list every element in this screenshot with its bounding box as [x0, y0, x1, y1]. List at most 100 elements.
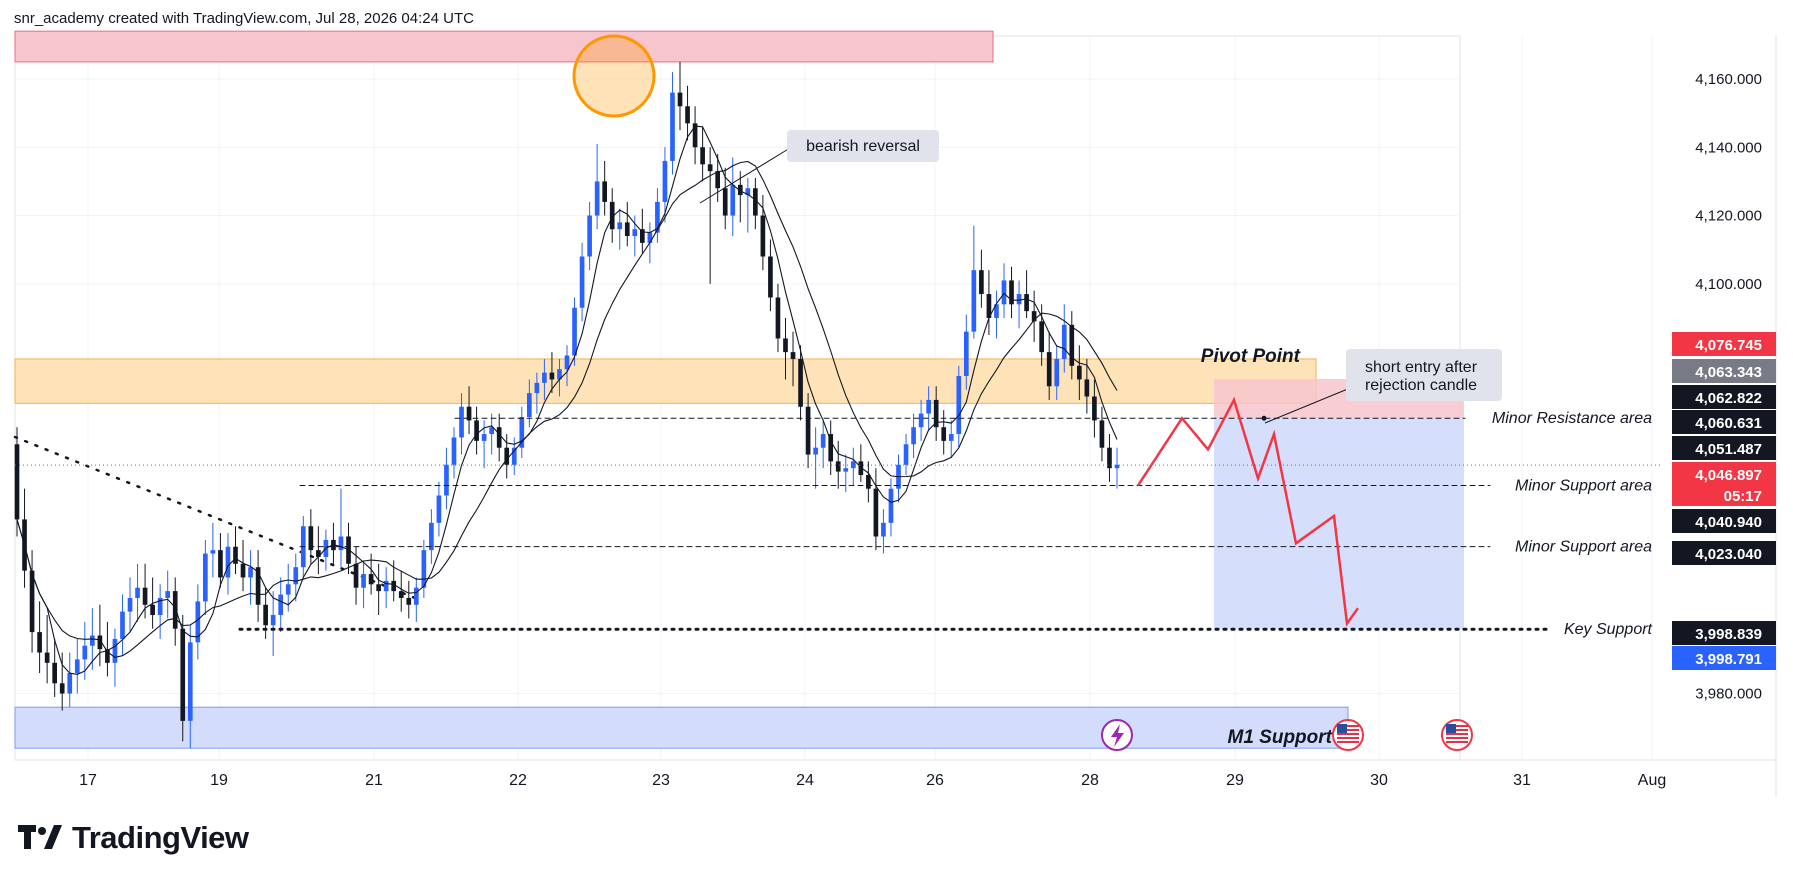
candle-body: [74, 659, 80, 674]
time-tick-label: 22: [509, 772, 527, 789]
candle-body: [820, 434, 826, 448]
candle-body: [941, 427, 947, 441]
short-entry-connector: [1264, 385, 1356, 424]
price-label-box: [1672, 436, 1776, 460]
candle-body: [926, 399, 931, 414]
time-tick-label: 17: [79, 772, 97, 789]
candle-body: [835, 461, 841, 472]
candle-body: [1099, 420, 1105, 448]
candle-body: [255, 567, 261, 605]
price-label: 4,063.343: [1695, 364, 1762, 381]
candle-body: [783, 338, 788, 353]
candle-body: [602, 181, 608, 202]
candle-body: [285, 584, 291, 595]
candle-body: [496, 427, 502, 448]
candle-body: [753, 188, 758, 216]
time-tick-label: 23: [652, 772, 670, 789]
us-flag-stripe: [1446, 737, 1468, 739]
candle-body: [248, 567, 253, 578]
candle-body: [1054, 358, 1060, 387]
price-label-box: [1672, 484, 1776, 506]
candle-body: [677, 92, 683, 107]
candle-body: [270, 615, 276, 626]
candle-body: [1016, 294, 1022, 305]
candle-body: [624, 222, 630, 237]
price-label-box: [1672, 359, 1776, 383]
candle-body: [391, 580, 397, 592]
candle-body: [542, 372, 547, 383]
candle-body: [994, 304, 999, 318]
candle-body: [383, 580, 389, 592]
candle-body: [67, 673, 73, 694]
candle-body: [700, 147, 705, 165]
candle-body: [918, 413, 924, 428]
candle-body: [986, 294, 992, 318]
candle-body: [745, 188, 751, 196]
candle-body: [979, 270, 984, 295]
time-tick-label: 19: [210, 772, 228, 789]
candle-body: [225, 546, 231, 578]
candle-body: [459, 406, 464, 438]
candle-body: [52, 662, 58, 684]
price-tick-label: 4,100.000: [1695, 276, 1762, 293]
price-label: 4,023.040: [1695, 546, 1762, 563]
us-flag-stripe: [1337, 741, 1359, 743]
candle-body: [707, 164, 713, 172]
candle-body: [29, 570, 35, 633]
price-label-box: [1672, 509, 1776, 533]
price-label-box: [1672, 332, 1776, 356]
candle-body: [519, 416, 525, 448]
level-label: Minor Support area: [1515, 539, 1652, 556]
candle-body: [278, 594, 284, 616]
price-tick-label: 3,980.000: [1695, 686, 1762, 703]
time-tick-label: 29: [1226, 772, 1244, 789]
candle-body: [1009, 280, 1014, 305]
candle-body: [790, 352, 796, 359]
candle-body: [1076, 365, 1082, 380]
candle-body: [504, 447, 510, 465]
price-label-box: [1672, 646, 1776, 670]
candle-body: [933, 399, 939, 428]
candle-body: [451, 437, 457, 465]
candle-body: [14, 444, 20, 520]
candle-body: [866, 475, 871, 489]
candle-body: [948, 434, 954, 441]
price-label: 4,076.745: [1695, 337, 1762, 354]
candle-body: [368, 574, 374, 585]
candle-body: [617, 222, 623, 230]
level-label: Minor Support area: [1515, 477, 1652, 494]
ma-fast: [16, 125, 1118, 675]
candle-body: [97, 635, 103, 650]
short-entry-label-line2: rejection candle: [1365, 377, 1477, 394]
candle-body: [157, 597, 163, 616]
price-label: 4,051.487: [1695, 441, 1762, 458]
short-entry-box: [1346, 349, 1502, 401]
price-label-box: [1672, 410, 1776, 434]
candle-body: [640, 229, 645, 243]
candle-body: [609, 201, 615, 230]
candle-body: [421, 550, 427, 588]
candle-body: [406, 597, 412, 605]
candle-body: [353, 563, 359, 588]
candle-body: [737, 184, 743, 196]
candle-body: [1114, 464, 1120, 469]
candle-body: [308, 526, 314, 551]
candle-body: [436, 495, 442, 523]
candle-body: [557, 369, 562, 380]
us-flag-stripe: [1337, 737, 1359, 739]
candle-body: [187, 642, 193, 721]
candle-body: [218, 550, 223, 578]
candle-body: [203, 553, 208, 602]
time-tick-label: 31: [1513, 772, 1531, 789]
bearish-reversal-connector: [699, 147, 791, 204]
tradingview-logo[interactable]: TradingView: [18, 820, 249, 856]
level-label: Key Support: [1564, 621, 1653, 638]
candle-body: [82, 645, 88, 660]
candle-body: [511, 447, 517, 465]
m1-support-label: M1 Support: [1228, 727, 1333, 748]
ma-slow: [16, 160, 1118, 658]
candle-body: [105, 649, 110, 663]
tradingview-logo-icon: [18, 825, 62, 849]
candle-body: [594, 181, 600, 216]
